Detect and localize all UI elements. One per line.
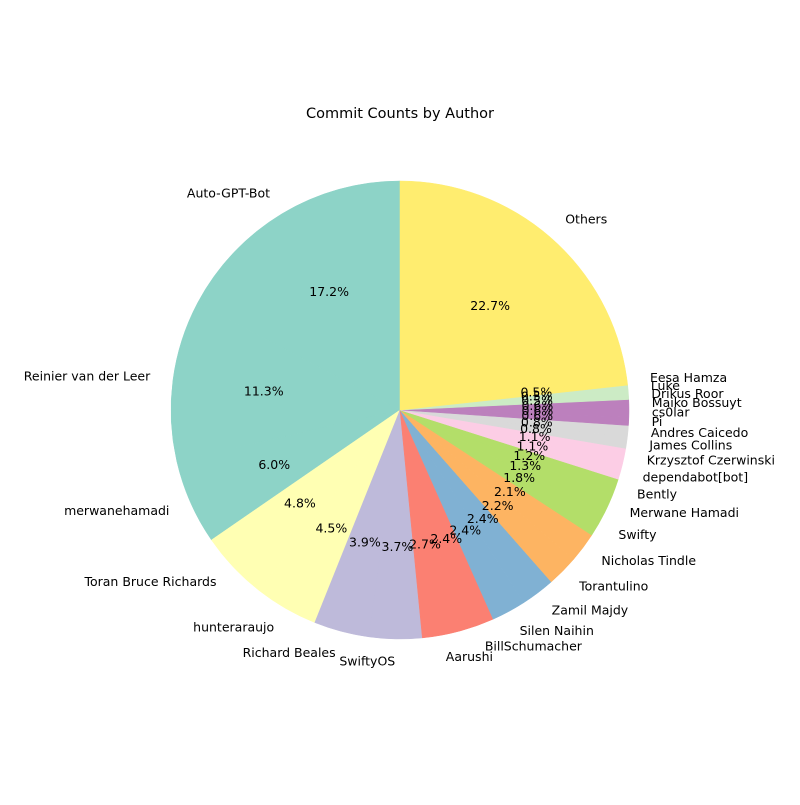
slice-label-eesa-hamza: Eesa Hamza: [650, 370, 727, 385]
slice-label-auto-gpt-bot: Auto-GPT-Bot: [187, 186, 270, 201]
slice-label-toran-bruce-richards: Toran Bruce Richards: [83, 574, 216, 589]
percent-labels: 17.2%11.3%6.0%4.8%4.5%3.9% 3.7%2.7%2.4%2.…: [244, 284, 553, 554]
slice-label-andres-caicedo: Andres Caicedo: [651, 425, 748, 440]
percent-label-hunteraraujo: 4.5%: [315, 521, 347, 536]
percent-label-cs0lar: 0.6%: [522, 403, 554, 418]
slice-label-billschumacher: BillSchumacher: [485, 639, 583, 654]
percent-label-merwane-hamadi: 1.3%: [509, 458, 541, 473]
pie-slice-others: [399, 180, 628, 411]
percent-label-luke: 0.5%: [521, 389, 553, 404]
percent-label-swiftyos: 3.7%: [382, 539, 414, 554]
percent-label-toran-bruce-richards: 4.8%: [284, 496, 316, 511]
percent-label-auto-gpt-bot: 17.2%: [309, 284, 349, 299]
slice-label-krzysztof-czerwinski: Krzysztof Czerwinski: [647, 452, 775, 467]
slice-label-hunteraraujo: hunteraraujo: [193, 620, 274, 635]
percent-label-dependabot-bot: 1.1%: [516, 438, 548, 453]
percent-label-bently: 1.2%: [513, 448, 545, 463]
percent-label-andres-caicedo: 0.8%: [521, 414, 553, 429]
slice-label-silen-naihin: Silen Naihin: [520, 623, 594, 638]
pie-slices: [170, 180, 630, 640]
percent-label-eesa-hamza: 0.5%: [520, 384, 552, 399]
slice-label-drikus-roor: Drikus Roor: [651, 386, 724, 401]
percent-label-aarushi: 2.7%: [409, 537, 441, 552]
percent-label-drikus-roor: 0.5%: [521, 393, 553, 408]
slice-label-merwane-hamadi: Merwane Hamadi: [630, 505, 739, 520]
percent-label-billschumacher: 2.4%: [430, 531, 462, 546]
slice-label-zamil-majdy: Zamil Majdy: [552, 603, 629, 618]
slice-label-others: Others: [565, 211, 607, 226]
percent-label-reinier-van-der-leer: 11.3%: [244, 384, 284, 399]
slice-label-swiftyos: SwiftyOS: [339, 653, 395, 668]
percent-label-swifty: 1.8%: [503, 470, 535, 485]
slice-label-james-collins: James Collins: [648, 437, 732, 452]
percent-label-merwanehamadi: 6.0%: [258, 457, 290, 472]
slice-label-pi: Pi: [652, 414, 663, 429]
percent-label-others: 22.7%: [470, 298, 510, 313]
percent-label-zamil-majdy: 2.4%: [467, 511, 499, 526]
percent-label-nicholas-tindle: 2.1%: [494, 484, 526, 499]
percent-label-torantulino: 2.2%: [482, 498, 514, 513]
slice-label-cs0lar: cs0lar: [652, 404, 690, 419]
slice-label-torantulino: Torantulino: [578, 579, 648, 594]
slice-label-nicholas-tindle: Nicholas Tindle: [601, 553, 696, 568]
percent-label-richard-beales: 3.9%: [349, 534, 381, 549]
slice-labels: Auto-GPT-Bot Reinier van der Leer merwaneh…: [24, 186, 775, 669]
slice-label-reinier-van-der-leer: Reinier van der Leer: [24, 369, 151, 384]
slice-label-swifty: Swifty: [618, 527, 657, 542]
percent-label-krzysztof-czerwinski: 1.1%: [519, 429, 551, 444]
chart-title: Commit Counts by Author: [306, 106, 494, 122]
pie-slice-auto-gpt-bot: [197, 180, 401, 411]
percent-label-silen-naihin: 2.4%: [449, 522, 481, 537]
slice-label-dependabot-bot: dependabot[bot]: [643, 469, 749, 484]
slice-label-bently: Bently: [637, 487, 678, 502]
slice-label-maiko-bossuyt: Maiko Bossuyt: [652, 395, 742, 410]
slice-label-merwanehamadi: merwanehamadi: [64, 503, 169, 518]
percent-label-pi: 0.6%: [521, 408, 553, 423]
percent-label-james-collins: 0.8%: [520, 421, 552, 436]
percent-label-maiko-bossuyt: 0.6%: [521, 398, 553, 413]
slice-label-aarushi: Aarushi: [446, 649, 493, 664]
pie-slice-reinier-van-der-leer: [170, 302, 401, 462]
slice-label-richard-beales: Richard Beales: [243, 645, 336, 660]
slice-label-luke: Luke: [651, 378, 680, 393]
